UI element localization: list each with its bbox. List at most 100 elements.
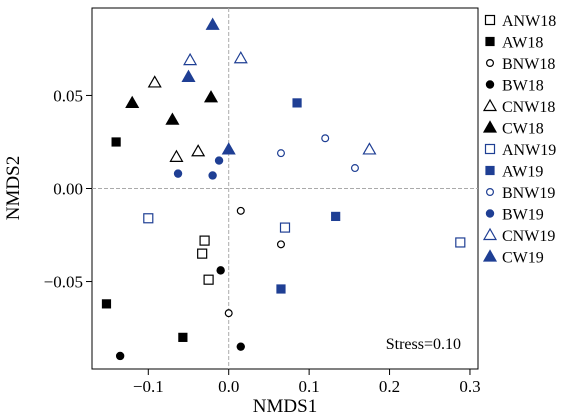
legend-label-bnw19: BNW19 — [502, 185, 555, 202]
legend-item-cw19: CW19 — [482, 249, 544, 267]
x-tick-label: 0.3 — [459, 377, 480, 396]
point-cnw18 — [169, 149, 184, 162]
point-cnw19 — [362, 142, 377, 155]
point-bw19 — [173, 169, 183, 178]
series-cw18 — [125, 90, 219, 125]
x-tick-label: −0.1 — [133, 377, 164, 396]
y-tick-label: 0.05 — [53, 86, 83, 105]
point-cnw19 — [183, 52, 198, 66]
axis-ticks — [86, 94, 471, 375]
x-tick-label: 0.1 — [299, 377, 320, 396]
legend-item-cnw18: CNW18 — [482, 98, 555, 116]
legend-marker-anw19 — [484, 143, 496, 155]
point-anw18 — [197, 248, 208, 259]
legend-label-aw18: AW18 — [502, 35, 543, 52]
point-cw18 — [125, 95, 140, 109]
point-bnw18 — [224, 309, 233, 318]
point-aw19 — [292, 98, 302, 108]
series-cnw18 — [147, 75, 206, 162]
point-cw18 — [165, 112, 180, 125]
series-bw18 — [115, 266, 245, 361]
point-anw19 — [143, 213, 154, 224]
legend-label-cnw18: CNW18 — [502, 99, 555, 116]
point-cnw19 — [233, 51, 248, 64]
point-cw18 — [203, 90, 219, 103]
point-anw18 — [203, 274, 214, 285]
y-tick-label: −0.05 — [44, 273, 83, 292]
legend-label-anw18: ANW18 — [502, 13, 556, 30]
legend-marker-bnw19 — [486, 188, 495, 197]
point-cw19 — [221, 142, 236, 155]
point-bnw18 — [236, 206, 245, 215]
legend-marker-bw19 — [485, 209, 495, 218]
legend-label-cw18: CW18 — [502, 121, 544, 138]
legend-marker-cw19 — [482, 249, 498, 262]
x-axis-title: NMDS1 — [253, 396, 317, 417]
point-aw18 — [111, 137, 121, 147]
series-bnw18 — [224, 206, 285, 318]
point-anw19 — [279, 222, 291, 233]
point-cw19 — [205, 17, 220, 30]
legend-label-aw19: AW19 — [502, 164, 543, 181]
point-aw18 — [178, 332, 188, 342]
legend-marker-aw19 — [485, 165, 495, 176]
point-cnw18 — [147, 75, 162, 88]
point-aw18 — [101, 299, 112, 309]
data-points — [101, 17, 466, 361]
legend-label-anw19: ANW19 — [502, 142, 556, 159]
point-bw19 — [214, 156, 224, 165]
series-bw19 — [173, 156, 224, 180]
series-anw19 — [143, 213, 466, 248]
series-bnw19 — [276, 134, 359, 173]
series-cw19 — [181, 17, 236, 155]
legend-label-bnw18: BNW18 — [502, 56, 555, 73]
point-bnw18 — [276, 240, 285, 249]
point-bnw19 — [276, 149, 285, 158]
legend-item-cnw19: CNW19 — [482, 227, 555, 245]
series-anw18 — [197, 235, 214, 285]
legend-item-anw18: ANW18 — [484, 13, 556, 30]
series-aw18 — [101, 137, 188, 342]
tick-labels: −0.1 0.0 0.1 0.2 0.3 −0.05 0.00 0.05 — [44, 86, 481, 396]
legend-marker-bnw18 — [486, 58, 495, 67]
legend-marker-cw18 — [482, 120, 498, 133]
legend-item-bw18: BW18 — [485, 78, 544, 95]
legend-label-cw19: CW19 — [502, 250, 544, 267]
legend-item-cw18: CW18 — [482, 120, 544, 138]
point-bw18 — [236, 342, 245, 351]
legend-label-bw18: BW18 — [502, 78, 544, 95]
legend-label-cnw19: CNW19 — [502, 228, 555, 245]
y-axis-title: NMDS2 — [3, 156, 24, 220]
point-bnw19 — [321, 134, 330, 143]
reference-lines — [92, 8, 478, 369]
legend-marker-cnw19 — [482, 227, 498, 241]
legend-item-aw18: AW18 — [485, 35, 543, 52]
point-anw19 — [455, 237, 466, 248]
legend: ANW18 AW18 BNW18 BW18 CNW18 CW18 ANW19 AW19 BNW1… — [482, 13, 556, 267]
series-cnw19 — [183, 51, 377, 155]
legend-item-bnw18: BNW18 — [486, 56, 555, 73]
point-cnw18 — [191, 144, 206, 157]
legend-item-bnw19: BNW19 — [486, 185, 555, 202]
legend-item-bw19: BW19 — [485, 207, 544, 224]
point-bnw19 — [350, 164, 359, 173]
series-aw19 — [276, 98, 341, 294]
legend-label-bw19: BW19 — [502, 207, 544, 224]
point-anw18 — [199, 235, 210, 246]
point-aw19 — [276, 284, 286, 294]
y-tick-label: 0.00 — [53, 180, 83, 199]
x-tick-label: 0.0 — [218, 377, 239, 396]
legend-marker-cnw18 — [482, 98, 498, 112]
legend-item-aw19: AW19 — [485, 164, 543, 181]
point-cw19 — [181, 69, 196, 82]
point-aw19 — [331, 211, 341, 222]
legend-marker-anw18 — [484, 14, 496, 26]
point-bw18 — [216, 266, 225, 275]
x-tick-label: 0.2 — [379, 377, 400, 396]
legend-item-anw19: ANW19 — [484, 142, 556, 159]
legend-marker-bw18 — [485, 80, 495, 89]
stress-annotation: Stress=0.10 — [386, 336, 461, 353]
legend-marker-aw18 — [485, 36, 495, 47]
point-bw18 — [115, 351, 125, 361]
